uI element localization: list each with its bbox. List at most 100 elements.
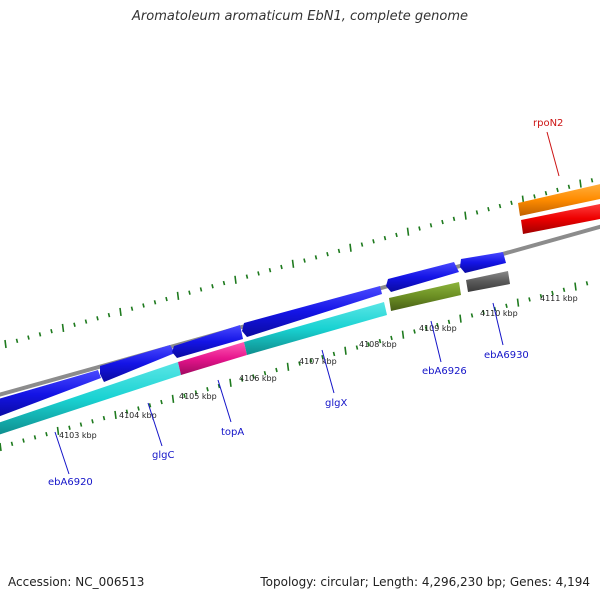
minor-tick: [413, 329, 416, 334]
leader-line: [492, 302, 504, 346]
gene-arrow[interactable]: [460, 252, 506, 273]
minor-tick: [551, 290, 554, 296]
minor-tick: [309, 358, 313, 363]
minor-tick: [475, 210, 479, 215]
gene-label-ebA6930[interactable]: ebA6930: [484, 350, 529, 361]
minor-tick: [452, 216, 456, 222]
tick-label: 4103 kbp: [59, 431, 97, 440]
leader-line: [546, 131, 560, 177]
minor-tick: [487, 207, 490, 212]
tick-label: 4107 kbp: [299, 357, 337, 366]
major-tick: [171, 394, 175, 403]
minor-tick: [125, 409, 129, 414]
gene-label-rpoN2[interactable]: rpoN2: [533, 118, 563, 129]
major-tick: [61, 323, 65, 333]
gene-label-glgX[interactable]: glgX: [325, 398, 347, 409]
major-tick: [291, 259, 295, 268]
minor-tick: [321, 354, 324, 360]
minor-tick: [337, 248, 341, 254]
minor-tick: [102, 415, 106, 421]
gene-label-topA[interactable]: topA: [221, 427, 244, 438]
accession-text: Accession: NC_006513: [8, 575, 145, 589]
minor-tick: [68, 425, 71, 430]
gene-label-glgC[interactable]: glgC: [152, 450, 174, 461]
gene-bar-rpoN2-red[interactable]: [521, 203, 600, 234]
forward-strand-genes: [0, 252, 506, 418]
minor-tick: [137, 406, 140, 411]
gene-bar-ebA6926[interactable]: [389, 282, 461, 311]
leader-line: [430, 320, 442, 363]
gene-bar-rpoN2-orange[interactable]: [518, 183, 600, 216]
major-tick: [344, 346, 347, 355]
minor-tick: [91, 419, 94, 424]
minor-tick: [84, 319, 88, 324]
tick-label: 4110 kbp: [480, 309, 518, 318]
major-tick: [464, 211, 467, 220]
minor-tick: [436, 322, 439, 328]
gene-bar-ebA6920[interactable]: [0, 362, 181, 436]
minor-tick: [130, 306, 134, 311]
minor-tick: [326, 251, 329, 257]
minor-tick: [280, 264, 283, 270]
minor-tick: [275, 367, 278, 373]
gene-arrow[interactable]: [0, 370, 101, 418]
minor-tick: [562, 287, 566, 292]
minor-tick: [585, 281, 589, 286]
minor-tick: [590, 178, 594, 183]
minor-tick: [50, 328, 53, 334]
minor-tick: [183, 393, 186, 398]
gene-label-leaders: [54, 131, 560, 475]
minor-tick: [160, 399, 163, 405]
minor-tick: [505, 303, 508, 309]
leader-line: [54, 431, 70, 475]
minor-tick: [165, 296, 168, 302]
minor-tick: [378, 338, 382, 344]
outer-tick-track: [4, 178, 594, 349]
major-tick: [516, 298, 520, 307]
major-tick: [176, 291, 180, 300]
minor-tick: [211, 284, 214, 289]
minor-tick: [539, 294, 543, 299]
minor-tick: [245, 274, 249, 279]
minor-tick: [355, 345, 359, 350]
minor-tick: [15, 338, 19, 343]
major-tick: [119, 307, 122, 317]
gene-bar-ebA6930[interactable]: [466, 271, 510, 292]
minor-tick: [447, 319, 451, 325]
gene-label-ebA6926[interactable]: ebA6926: [422, 366, 467, 377]
minor-tick: [367, 342, 370, 347]
tick-label: 4104 kbp: [119, 411, 157, 420]
minor-tick: [303, 258, 306, 263]
minor-tick: [390, 335, 393, 341]
major-tick: [459, 314, 462, 323]
major-tick: [229, 378, 232, 387]
major-tick: [349, 243, 352, 252]
minor-tick: [22, 438, 25, 443]
minor-tick: [567, 184, 571, 189]
gene-arrow[interactable]: [172, 325, 243, 358]
minor-tick: [38, 332, 42, 337]
tick-label: 4105 kbp: [179, 392, 217, 401]
gene-arrow[interactable]: [100, 345, 175, 382]
gene-bar-topA[interactable]: [178, 342, 247, 375]
tick-label: 4108 kbp: [359, 340, 397, 349]
leader-line: [147, 402, 163, 447]
gene-arrow[interactable]: [386, 262, 459, 292]
gene-bar-glgX[interactable]: [244, 302, 387, 355]
tick-label: 4106 kbp: [239, 374, 277, 383]
minor-tick: [240, 377, 244, 382]
minor-tick: [194, 390, 198, 395]
minor-tick: [10, 441, 14, 446]
minor-tick: [372, 239, 375, 244]
tick-label: 4111 kbp: [540, 294, 578, 303]
minor-tick: [33, 435, 37, 440]
minor-tick: [45, 431, 48, 437]
gene-arrow[interactable]: [242, 286, 382, 337]
minor-tick: [217, 383, 221, 389]
major-tick: [406, 227, 410, 236]
major-tick: [114, 410, 117, 420]
gene-label-ebA6920[interactable]: ebA6920: [48, 477, 93, 488]
tick-label: 4109 kbp: [419, 324, 457, 333]
minor-tick: [142, 303, 145, 308]
